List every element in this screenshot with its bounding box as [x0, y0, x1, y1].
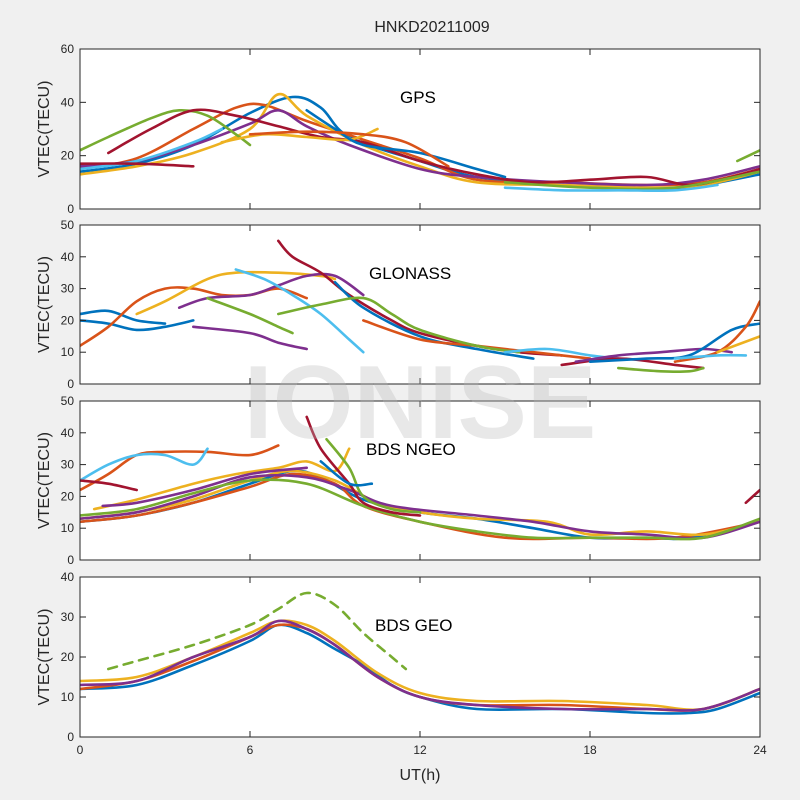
series-line: [80, 479, 138, 492]
series-line: [80, 619, 760, 712]
watermark: IONISE: [244, 345, 597, 461]
series-line: [220, 127, 379, 144]
series-line: [80, 108, 760, 187]
panel-gps: 0 20 40 60 VTEC(TECU) GPS: [36, 42, 761, 216]
y-tick-label: 10: [61, 521, 75, 535]
series-line: [673, 353, 748, 360]
series-line: [325, 437, 422, 514]
y-tick-label: 30: [61, 458, 75, 472]
panel-label: GPS: [400, 88, 436, 107]
panel-label: BDS GEO: [375, 616, 452, 635]
series-line: [80, 447, 209, 482]
series-line: [80, 319, 195, 332]
series-line: [206, 296, 294, 335]
figure-title: HNKD20211009: [374, 19, 489, 36]
panel-label: GLONASS: [369, 264, 451, 283]
y-tick-label: 40: [61, 95, 75, 109]
y-tick-label: 20: [61, 489, 75, 503]
y-tick-label: 10: [61, 690, 75, 704]
y-axis-label: VTEC(TECU): [36, 432, 53, 529]
y-tick-label: 0: [67, 202, 74, 216]
series-line: [716, 335, 760, 354]
series-line: [80, 127, 223, 171]
series-group: [80, 92, 760, 192]
panel-label: BDS NGEO: [366, 440, 456, 459]
y-tick-label: 60: [61, 42, 75, 56]
series-line: [574, 347, 733, 363]
series-line: [80, 444, 280, 492]
y-tick-label: 40: [61, 250, 75, 264]
series-line: [305, 415, 422, 517]
x-tick-label: 12: [413, 743, 427, 757]
x-tick-label: 24: [753, 743, 767, 757]
series-line: [101, 466, 308, 508]
series-line: [305, 109, 507, 179]
series-line: [135, 270, 337, 316]
y-tick-label: 20: [61, 149, 75, 163]
panel-bds-ngeo: 0 10 20 30 40 50 VTEC(TECU) BDS NGEO: [36, 394, 761, 567]
x-tick-label: 6: [247, 743, 254, 757]
y-axis-label: VTEC(TECU): [36, 609, 53, 706]
series-line: [80, 108, 252, 152]
y-tick-label: 50: [61, 394, 75, 408]
series-line: [503, 170, 760, 191]
series-group: [80, 239, 760, 373]
series-group: [80, 415, 760, 541]
panel-bds-geo: 0 10 20 30 40 0 6 12 18 24 VTEC(TECU) BDS GEO: [36, 570, 767, 757]
series-line: [319, 460, 374, 487]
series-line: [617, 366, 705, 373]
series-line: [277, 296, 521, 354]
series-line: [80, 162, 195, 168]
y-tick-label: 30: [61, 282, 75, 296]
series-line: [234, 268, 365, 354]
y-tick-label: 30: [61, 610, 75, 624]
series-line: [673, 300, 760, 363]
series-line: [107, 108, 760, 187]
series-line: [588, 322, 760, 363]
y-tick-label: 20: [61, 650, 75, 664]
series-line: [80, 478, 760, 541]
series-line: [80, 474, 760, 540]
series-group: [80, 591, 760, 715]
y-axis-label: VTEC(TECU): [36, 81, 53, 178]
x-axis-label: UT(h): [400, 767, 441, 784]
series-line: [192, 325, 308, 351]
x-tick-label: 0: [77, 743, 84, 757]
series-line: [560, 357, 705, 370]
series-line: [736, 149, 760, 163]
y-axis-label: VTEC(TECU): [36, 256, 53, 353]
y-tick-label: 50: [61, 218, 75, 232]
y-tick-label: 20: [61, 313, 75, 327]
series-line: [80, 469, 760, 537]
y-tick-label: 40: [61, 570, 75, 584]
y-tick-label: 0: [67, 730, 74, 744]
panel-glonass: 0 10 20 30 40 50 VTEC(TECU) GLONASS: [36, 218, 761, 391]
series-line: [744, 488, 760, 505]
y-tick-label: 0: [67, 553, 74, 567]
series-line: [248, 130, 450, 168]
x-tick-label: 18: [583, 743, 597, 757]
y-tick-label: 0: [67, 377, 74, 391]
series-line: [107, 591, 408, 671]
y-tick-label: 40: [61, 426, 75, 440]
series-line: [503, 183, 719, 192]
y-tick-label: 10: [61, 345, 75, 359]
